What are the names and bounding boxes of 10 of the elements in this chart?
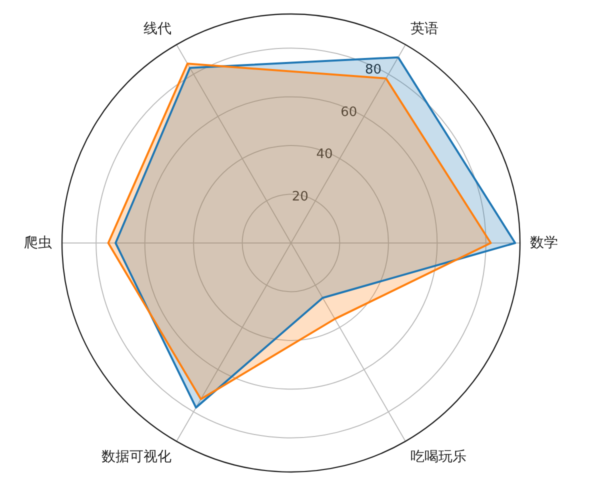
y-tick-label: 80 [364, 62, 382, 78]
y-tick-label: 40 [316, 147, 333, 162]
y-tick-label: 60 [340, 104, 358, 120]
y-tick-label: 20 [292, 189, 308, 204]
spoke-label: 数学 [530, 235, 558, 251]
spoke-label: 爬虫 [24, 235, 52, 251]
spoke-label: 吃喝玩乐 [410, 448, 466, 465]
spoke-label: 线代 [144, 21, 172, 38]
spoke-label: 英语 [410, 21, 438, 38]
spoke-label: 数据可视化 [102, 448, 172, 465]
